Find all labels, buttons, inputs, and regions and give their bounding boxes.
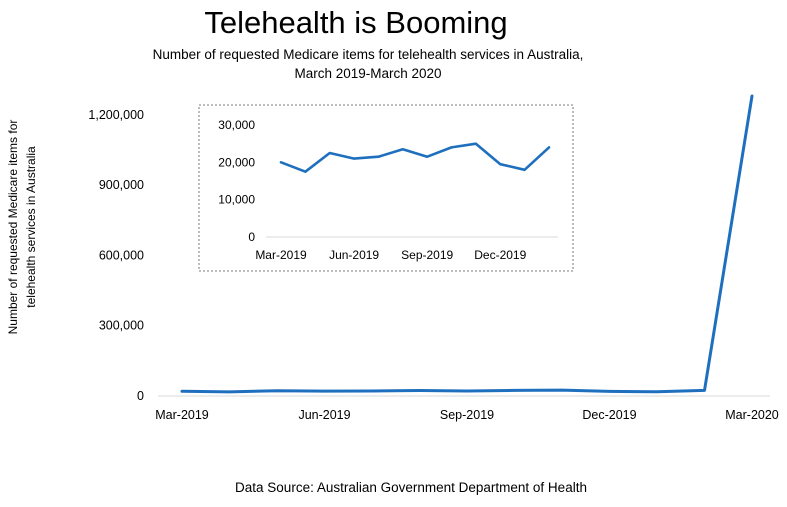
inset-x-tick-labels: Mar-2019 Jun-2019 Sep-2019 Dec-2019 [255,248,526,262]
main-y-tick-label: 1,200,000 [88,108,144,122]
main-series-line [180,94,754,394]
inset-x-tick-label: Mar-2019 [255,248,307,262]
inset-y-tick-label: 0 [248,230,255,244]
inset-x-tick-label: Dec-2019 [474,248,526,262]
main-y-tick-label: 300,000 [99,319,144,333]
inset-y-tick-label: 30,000 [218,118,255,132]
inset-frame [198,104,574,272]
inset-x-tick-label: Sep-2019 [401,248,453,262]
main-x-tick-label: Mar-2020 [725,408,779,422]
main-x-tick-labels: Mar-2019 Jun-2019 Sep-2019 Dec-2019 Mar-2020 [155,408,779,422]
main-y-tick-label: 0 [137,389,144,403]
inset-x-tick-label: Jun-2019 [329,248,379,262]
main-y-tick-labels: 0 300,000 600,000 900,000 1,200,000 [88,108,144,403]
chart-title: Telehealth is Booming [204,5,508,40]
main-y-tick-label: 900,000 [99,178,144,192]
source-note: Data Source: Australian Government Depar… [235,480,587,495]
inset-series-line [279,142,551,173]
chart-subtitle: Number of requested Medicare items for t… [152,47,584,81]
inset-y-tick-label: 10,000 [218,193,255,207]
main-y-tick-label: 600,000 [99,248,144,262]
inset-y-tick-label: 20,000 [218,155,255,169]
main-x-tick-label: Mar-2019 [155,408,209,422]
main-x-tick-label: Sep-2019 [440,408,494,422]
main-x-tick-label: Jun-2019 [298,408,350,422]
inset-y-tick-labels: 0 10,000 20,000 30,000 [218,118,255,244]
main-x-tick-label: Dec-2019 [582,408,636,422]
